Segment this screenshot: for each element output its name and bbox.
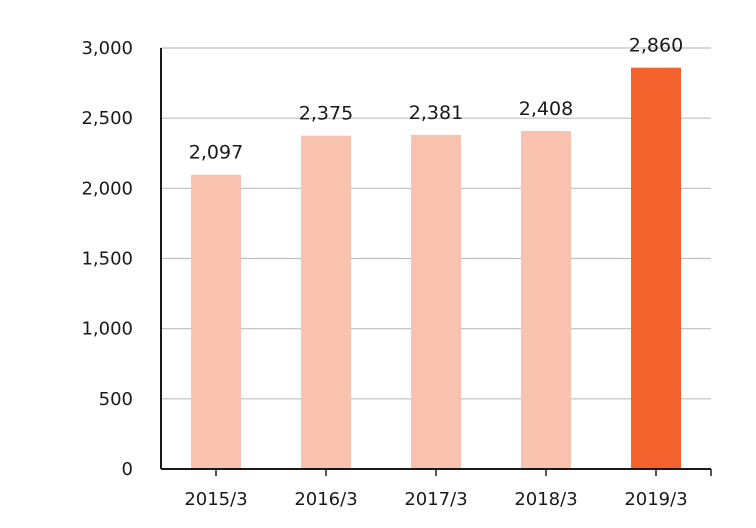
y-tick-label: 500 [99,389,133,410]
bar-value-label: 2,381 [409,102,463,124]
y-tick-label: 2,000 [81,178,133,199]
y-tick-label: 3,000 [81,38,133,59]
y-tick-label: 1,000 [81,319,133,340]
bar-2016-3 [301,135,351,470]
bar-2015-3 [191,174,241,469]
y-axis-tick-labels: 0 500 1,000 1,500 2,000 2,500 3,000 [81,38,133,480]
x-tick-label: 2016/3 [294,489,357,510]
bar-2017-3 [411,134,461,469]
y-tick-label: 1,500 [81,249,133,270]
x-tick-label: 2018/3 [514,489,577,510]
bar-value-label: 2,375 [299,103,353,125]
bar-value-label: 2,860 [629,35,683,57]
bar-value-label: 2,408 [519,98,573,120]
x-tick-label: 2017/3 [404,489,467,510]
y-tick-label: 0 [122,459,133,480]
bar-value-label: 2,097 [189,142,243,164]
bar-2019-3 [631,67,681,469]
axes [160,48,712,476]
x-tick-label: 2015/3 [184,489,247,510]
bar-value-labels: 2,097 2,375 2,381 2,408 2,860 [189,35,683,164]
y-tick-label: 2,500 [81,108,133,129]
bar-2018-3 [521,131,571,469]
x-tick-label: 2019/3 [624,489,687,510]
bars [191,67,681,470]
x-axis-tick-labels: 2015/3 2016/3 2017/3 2018/3 2019/3 [184,489,687,510]
